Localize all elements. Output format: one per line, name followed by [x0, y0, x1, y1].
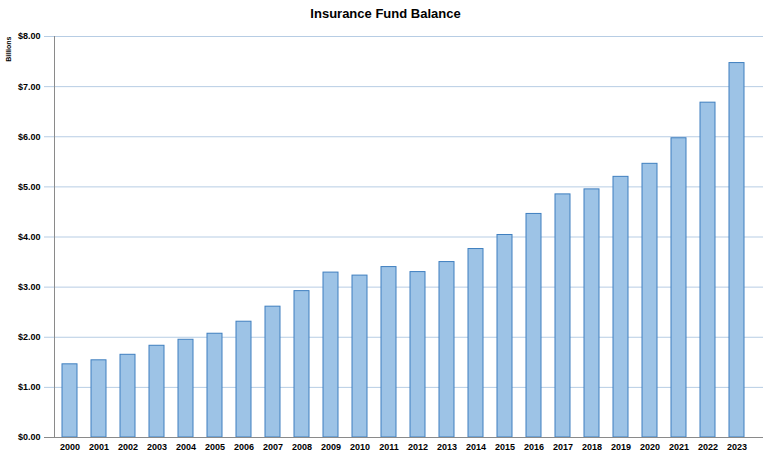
svg-text:2002: 2002 [118, 442, 138, 452]
svg-text:2022: 2022 [698, 442, 718, 452]
svg-text:2001: 2001 [89, 442, 109, 452]
svg-text:2000: 2000 [60, 442, 80, 452]
svg-text:$0.00: $0.00 [18, 432, 41, 442]
svg-text:$4.00: $4.00 [18, 232, 41, 242]
svg-text:2011: 2011 [379, 442, 399, 452]
svg-text:2017: 2017 [553, 442, 573, 452]
svg-text:2012: 2012 [408, 442, 428, 452]
svg-text:2018: 2018 [582, 442, 602, 452]
svg-text:$3.00: $3.00 [18, 282, 41, 292]
svg-text:2013: 2013 [437, 442, 457, 452]
svg-text:2007: 2007 [263, 442, 283, 452]
svg-text:$5.00: $5.00 [18, 182, 41, 192]
svg-text:2004: 2004 [176, 442, 196, 452]
svg-text:2009: 2009 [321, 442, 341, 452]
svg-text:2015: 2015 [495, 442, 515, 452]
svg-text:$2.00: $2.00 [18, 332, 41, 342]
svg-text:2006: 2006 [234, 442, 254, 452]
svg-text:Billions: Billions [5, 36, 12, 61]
svg-text:$8.00: $8.00 [18, 31, 41, 41]
svg-text:2010: 2010 [350, 442, 370, 452]
svg-text:2014: 2014 [466, 442, 486, 452]
svg-text:2008: 2008 [292, 442, 312, 452]
svg-text:2020: 2020 [640, 442, 660, 452]
svg-text:$7.00: $7.00 [18, 82, 41, 92]
svg-text:$1.00: $1.00 [18, 382, 41, 392]
svg-text:2005: 2005 [205, 442, 225, 452]
svg-text:2019: 2019 [611, 442, 631, 452]
svg-text:2023: 2023 [727, 442, 747, 452]
html-text:Insurance Fund Balance: Insurance Fund Balance [310, 6, 461, 21]
svg-text:2003: 2003 [147, 442, 167, 452]
svg-text:2016: 2016 [524, 442, 544, 452]
svg-text:2021: 2021 [669, 442, 689, 452]
svg-text:$6.00: $6.00 [18, 132, 41, 142]
